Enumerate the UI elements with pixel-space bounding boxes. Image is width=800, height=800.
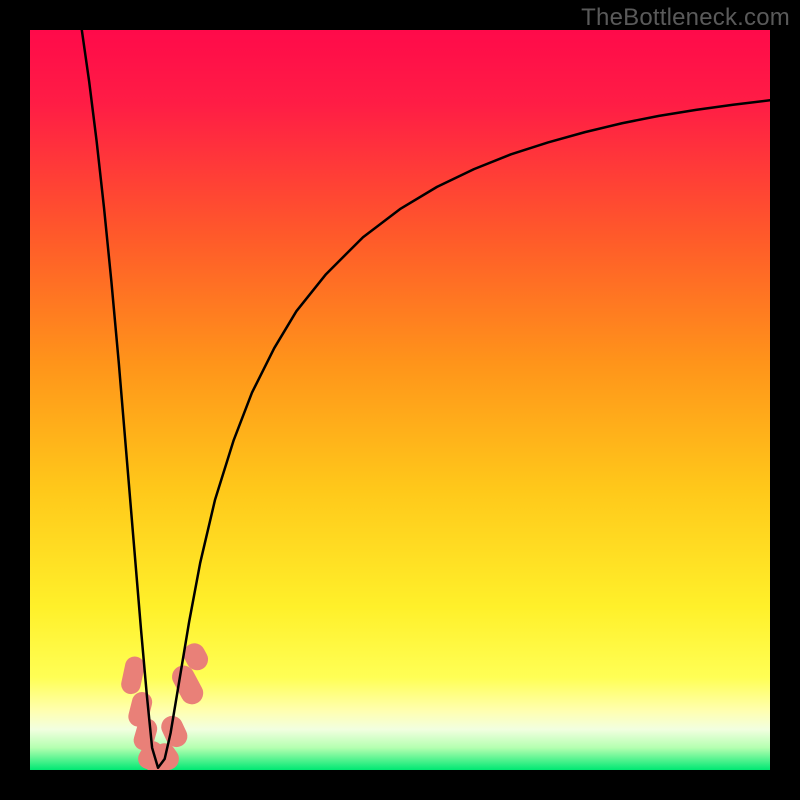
bottleneck-chart (0, 0, 800, 800)
chart-container: TheBottleneck.com (0, 0, 800, 800)
watermark-text: TheBottleneck.com (581, 4, 790, 32)
